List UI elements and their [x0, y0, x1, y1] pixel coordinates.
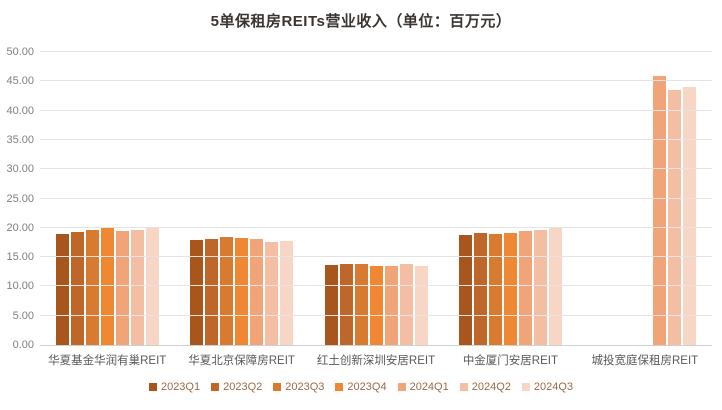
x-tick-label: 华夏基金华润有巢REIT: [48, 355, 167, 367]
bar: [533, 229, 547, 345]
gridline: [40, 51, 712, 52]
bar: [115, 230, 129, 345]
bar: [414, 266, 428, 345]
bar: [503, 232, 517, 345]
x-axis: 华夏基金华润有巢REIT 华夏北京保障房REIT 红土创新深圳安居REIT 中金厦门安…: [40, 352, 712, 368]
chart-title: 5单保租房REITs营业收入（单位：百万元）: [210, 13, 512, 30]
y-tick-label: 40.00: [6, 104, 34, 117]
y-tick-label: 45.00: [6, 75, 34, 88]
bar: [70, 231, 84, 345]
y-tick-label: 10.00: [6, 280, 34, 293]
legend-swatch-icon: [521, 383, 530, 391]
bar: [668, 89, 682, 345]
legend-label: 2024Q3: [533, 381, 574, 393]
bar: [130, 229, 144, 345]
y-tick-label: 30.00: [6, 163, 34, 176]
y-tick-label: 50.00: [6, 46, 34, 58]
x-axis-line: [40, 345, 712, 346]
bar: [85, 230, 99, 345]
legend-item: 2023Q1: [148, 381, 201, 393]
legend-label: 2024Q1: [409, 381, 449, 393]
bar: [488, 233, 502, 345]
bars-container: [40, 52, 712, 345]
gridline: [40, 256, 712, 258]
bar: [653, 76, 667, 345]
legend-item: 2023Q4: [335, 381, 387, 393]
legend-swatch-icon: [211, 383, 220, 391]
bar: [518, 231, 532, 345]
gridline: [40, 109, 712, 111]
x-tick-label: 城投宽庭保租房REIT: [591, 355, 699, 367]
bar: [100, 228, 114, 345]
y-tick-label: 0.00: [12, 339, 34, 351]
gridline: [40, 138, 712, 140]
bar: [473, 233, 487, 345]
gridline: [40, 197, 712, 199]
bar: [548, 227, 562, 345]
legend-item: 2024Q3: [521, 381, 574, 393]
bar: [265, 241, 279, 345]
bar: [683, 86, 697, 345]
x-tick-label: 红土创新深圳安居REIT: [316, 355, 436, 367]
y-tick-label: 5.00: [12, 309, 34, 322]
bar: [220, 237, 234, 345]
bar-group: [578, 52, 712, 345]
legend-label: 2024Q2: [471, 381, 511, 393]
gridline: [40, 80, 712, 82]
gridline: [40, 168, 712, 170]
bar: [384, 266, 398, 345]
gridline: [40, 226, 712, 228]
gridline: [40, 314, 712, 316]
legend-label: 2023Q2: [223, 381, 263, 393]
legend-item: 2023Q3: [273, 381, 324, 393]
bar: [190, 240, 204, 345]
y-tick-label: 20.00: [6, 221, 34, 234]
legend-swatch-icon: [397, 383, 406, 391]
y-axis: 50.00 45.00 40.00 35.00 30.00 25.00 20.00 15.00…: [0, 46, 34, 351]
bar: [235, 237, 249, 345]
bar: [399, 263, 413, 345]
x-tick-label: 中金厦门安居REIT: [462, 355, 559, 367]
legend-label: 2023Q4: [347, 381, 387, 393]
legend-label: 2023Q1: [160, 381, 201, 393]
legend: 2023Q1 2023Q2 2023Q3 2023Q4 2024Q1 2024Q2 2024…: [0, 381, 722, 393]
bar: [280, 240, 294, 345]
bar-group: [40, 52, 174, 345]
gridline: [40, 285, 712, 287]
legend-item: 2024Q1: [397, 381, 449, 393]
y-tick-label: 35.00: [6, 133, 34, 146]
legend-swatch-icon: [335, 383, 344, 391]
legend-item: 2023Q2: [211, 381, 262, 393]
bar-group: [443, 52, 577, 345]
bar: [369, 265, 383, 345]
y-tick-label: 25.00: [6, 192, 34, 205]
legend-swatch-icon: [273, 383, 282, 391]
bar: [205, 238, 219, 345]
legend-label: 2023Q3: [285, 381, 325, 393]
x-tick-label: 华夏北京保障房REIT: [188, 355, 295, 367]
plot-area: [40, 51, 712, 346]
bar: [324, 264, 338, 345]
legend-item: 2024Q2: [459, 381, 511, 393]
bar: [250, 238, 264, 345]
bar-group: [174, 52, 308, 345]
legend-swatch-icon: [459, 383, 468, 391]
bar: [354, 264, 368, 345]
bar: [55, 234, 69, 345]
legend-swatch-icon: [148, 383, 157, 391]
bar: [458, 234, 472, 345]
y-tick-label: 15.00: [6, 251, 34, 264]
bar-group: [309, 52, 443, 345]
bar: [339, 264, 353, 345]
